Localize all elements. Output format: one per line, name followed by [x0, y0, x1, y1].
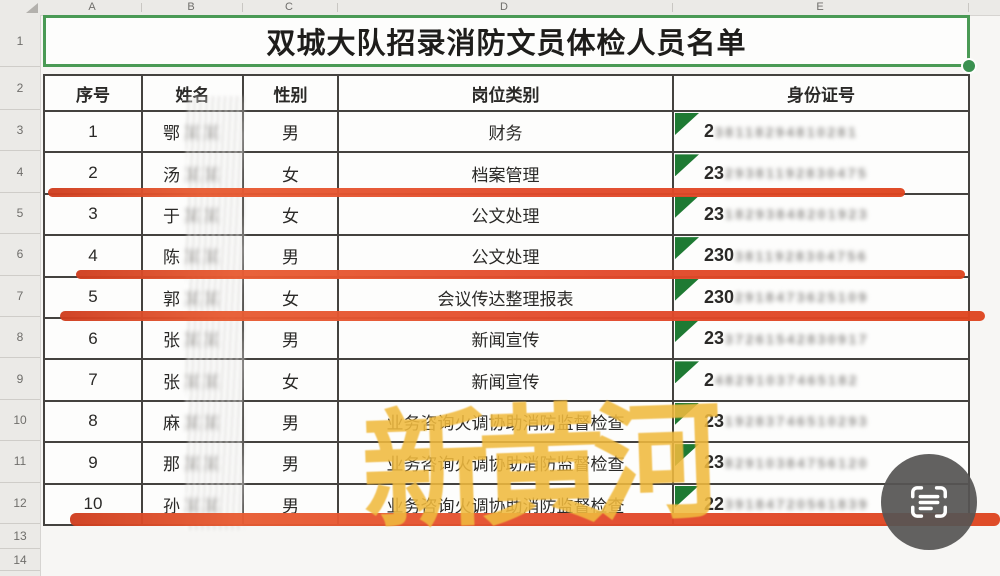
red-marker-line — [60, 311, 985, 321]
column-letter[interactable]: E — [816, 1, 824, 13]
cell-id[interactable]: 2 38118294810281 — [674, 112, 970, 154]
cell-gender[interactable]: 女 — [244, 360, 339, 402]
masked-id-digits: 48291037465182 — [715, 372, 860, 389]
scan-button[interactable] — [881, 454, 977, 550]
cell-gender[interactable]: 女 — [244, 153, 339, 195]
sheet-title: 双城大队招录消防文员体检人员名单 — [266, 28, 747, 60]
cell-position[interactable]: 财务 — [339, 112, 674, 154]
row-number[interactable]: 9 — [0, 358, 40, 400]
row-number[interactable]: 8 — [0, 317, 40, 359]
column-divider — [672, 3, 673, 12]
row-number[interactable]: 10 — [0, 400, 40, 442]
row-number[interactable]: 14 — [0, 549, 40, 571]
column-letter[interactable]: C — [285, 1, 293, 13]
masked-id-digits: 82910384756120 — [725, 454, 870, 471]
number-as-text-flag-triangle — [675, 113, 699, 135]
row-number[interactable]: 7 — [0, 276, 40, 317]
column-divider — [968, 3, 969, 12]
number-as-text-flag-triangle — [675, 361, 699, 384]
merged-title-cell[interactable]: 双城大队招录消防文员体检人员名单 — [43, 15, 970, 67]
red-marker-line — [76, 270, 965, 279]
masked-id-digits: 18293848201923 — [725, 206, 870, 223]
column-letter[interactable]: A — [88, 1, 96, 13]
number-as-text-flag-triangle — [675, 319, 699, 342]
cell-position[interactable]: 新闻宣传 — [339, 318, 674, 361]
column-header-cell[interactable]: 性别 — [244, 76, 339, 112]
row-number[interactable]: 2 — [0, 67, 40, 110]
red-marker-line — [70, 513, 1000, 526]
cell-position[interactable]: 业务咨询火调协助消防监督检查 — [339, 443, 674, 485]
cell-gender[interactable]: 男 — [244, 401, 339, 444]
cell-position[interactable]: 新闻宣传 — [339, 360, 674, 402]
cell-id[interactable]: 23 19283746510293 — [674, 401, 970, 444]
cell-position[interactable]: 公文处理 — [339, 194, 674, 237]
row-number[interactable]: 5 — [0, 193, 40, 235]
cell-gender[interactable]: 男 — [244, 318, 339, 361]
number-as-text-flag-triangle — [675, 154, 699, 177]
masked-id-digits: 39184720561839 — [725, 496, 870, 513]
masked-id-digits: 37261542830917 — [725, 330, 870, 347]
row-number[interactable]: 1 — [0, 15, 40, 67]
scan-text-icon — [911, 486, 947, 518]
cell-gender[interactable]: 男 — [244, 112, 339, 154]
row-number[interactable]: 6 — [0, 234, 40, 276]
column-letter[interactable]: B — [187, 1, 195, 13]
column-header-cell[interactable]: 序号 — [45, 76, 143, 112]
cell-gender[interactable]: 男 — [244, 443, 339, 485]
number-as-text-flag-triangle — [675, 278, 699, 301]
column-header-cell[interactable]: 身份证号 — [674, 76, 970, 112]
cell-serial[interactable]: 1 — [45, 112, 143, 154]
masked-id-digits: 19283746510293 — [725, 413, 870, 430]
row-number[interactable]: 3 — [0, 110, 40, 152]
cell-serial[interactable]: 3 — [45, 194, 143, 237]
number-as-text-flag-triangle — [675, 444, 699, 467]
row-number[interactable]: 4 — [0, 151, 40, 193]
row-number[interactable]: 12 — [0, 483, 40, 524]
masked-id-digits: 29381192830475 — [725, 165, 869, 182]
column-divider — [337, 3, 338, 12]
red-marker-line — [48, 188, 905, 197]
number-as-text-flag-triangle — [675, 402, 699, 425]
selection-fill-handle[interactable] — [961, 58, 977, 74]
cell-id[interactable]: 23 37261542830917 — [674, 318, 970, 361]
column-divider — [242, 3, 243, 12]
column-divider — [141, 3, 142, 12]
cell-id[interactable]: 2 48291037465182 — [674, 360, 970, 402]
cell-serial[interactable]: 7 — [45, 360, 143, 402]
cell-serial[interactable]: 6 — [45, 318, 143, 361]
row-number-gutter: 1 2 3 4 5 6 7 8 9 10 11 12 13 14 — [0, 15, 41, 576]
number-as-text-flag-triangle — [675, 195, 699, 218]
masked-id-digits: 3811928304756 — [735, 247, 868, 264]
select-all-corner[interactable] — [26, 3, 38, 13]
number-as-text-flag-triangle — [675, 485, 699, 508]
cell-gender[interactable]: 女 — [244, 194, 339, 237]
row-number[interactable]: 13 — [0, 524, 40, 549]
cell-id[interactable]: 23 18293848201923 — [674, 194, 970, 237]
cell-position[interactable]: 业务咨询火调协助消防监督检查 — [339, 401, 674, 444]
masked-id-digits: 2918473625109 — [735, 289, 869, 306]
number-as-text-flag-triangle — [675, 237, 699, 260]
cell-serial[interactable]: 9 — [45, 443, 143, 485]
column-header-strip: A B C D E — [0, 0, 1000, 16]
column-header-cell[interactable]: 岗位类别 — [339, 76, 674, 112]
row-number[interactable]: 11 — [0, 441, 40, 483]
cell-serial[interactable]: 8 — [45, 401, 143, 444]
masked-id-digits: 38118294810281 — [715, 123, 859, 140]
column-letter[interactable]: D — [500, 1, 508, 13]
